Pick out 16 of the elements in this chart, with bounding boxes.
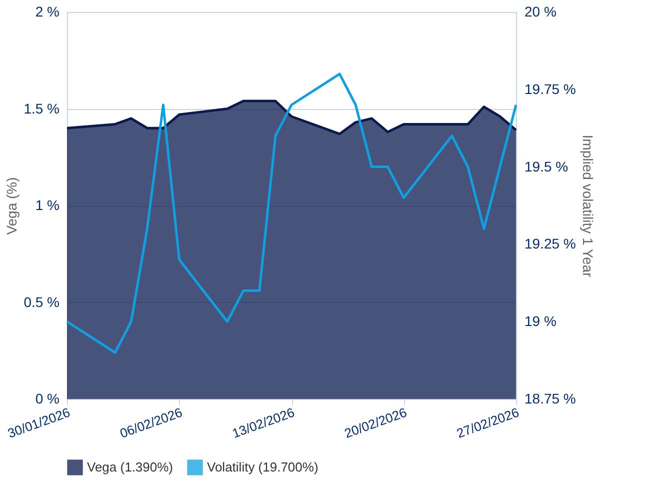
legend-label: Vega (1.390%) [87, 459, 174, 474]
y2-tick-label: 20 % [524, 4, 556, 20]
y-tick-label: 1.5 % [24, 100, 60, 116]
y2-tick-label: 19.25 % [524, 236, 576, 252]
y-tick-label: 0 % [35, 390, 60, 406]
y2-axis-title: Implied volatility 1 Year [580, 134, 596, 278]
y-tick-label: 0.5 % [24, 294, 60, 310]
legend-label: Volatility (19.700%) [207, 459, 318, 474]
y2-tick-label: 19 % [524, 313, 556, 330]
y2-tick-label: 19.5 % [524, 158, 568, 174]
line-series [66, 72, 518, 354]
y-axis-title: Vega (%) [4, 177, 20, 235]
y-tick-label: 1 % [35, 197, 60, 213]
y2-tick-label: 18.75 % [524, 390, 576, 406]
y-tick-label: 2 % [35, 4, 60, 20]
y2-tick-label: 19.75 % [524, 80, 576, 97]
